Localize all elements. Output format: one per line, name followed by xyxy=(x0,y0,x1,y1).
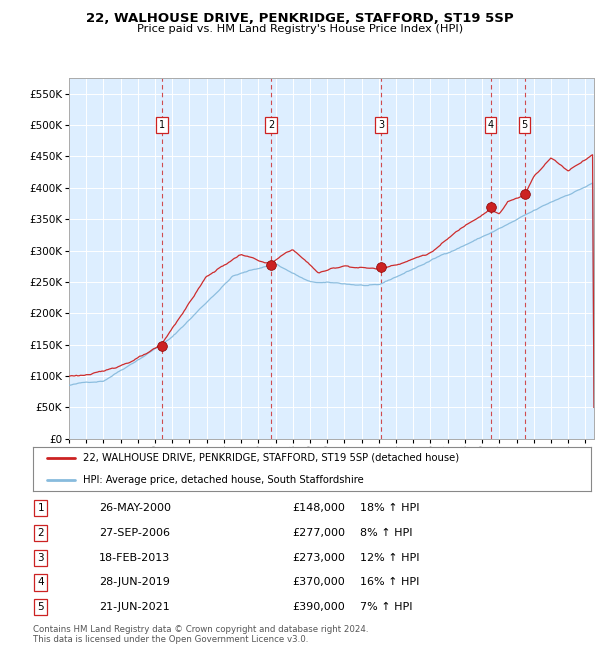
Text: £273,000: £273,000 xyxy=(292,552,345,563)
Text: 4: 4 xyxy=(487,120,494,130)
Text: £148,000: £148,000 xyxy=(292,503,345,514)
Text: This data is licensed under the Open Government Licence v3.0.: This data is licensed under the Open Gov… xyxy=(33,634,308,644)
Text: 3: 3 xyxy=(378,120,384,130)
Text: 4: 4 xyxy=(37,577,44,588)
Text: 21-JUN-2021: 21-JUN-2021 xyxy=(99,602,170,612)
Text: 22, WALHOUSE DRIVE, PENKRIDGE, STAFFORD, ST19 5SP (detached house): 22, WALHOUSE DRIVE, PENKRIDGE, STAFFORD,… xyxy=(83,452,460,463)
Text: 22, WALHOUSE DRIVE, PENKRIDGE, STAFFORD, ST19 5SP: 22, WALHOUSE DRIVE, PENKRIDGE, STAFFORD,… xyxy=(86,12,514,25)
Text: 16% ↑ HPI: 16% ↑ HPI xyxy=(360,577,419,588)
Text: 1: 1 xyxy=(37,503,44,514)
Text: 12% ↑ HPI: 12% ↑ HPI xyxy=(360,552,419,563)
Text: 2: 2 xyxy=(37,528,44,538)
Text: 5: 5 xyxy=(37,602,44,612)
Text: 26-MAY-2000: 26-MAY-2000 xyxy=(99,503,171,514)
Text: 18-FEB-2013: 18-FEB-2013 xyxy=(99,552,170,563)
Text: 7% ↑ HPI: 7% ↑ HPI xyxy=(360,602,413,612)
Text: 3: 3 xyxy=(37,552,44,563)
Text: 27-SEP-2006: 27-SEP-2006 xyxy=(99,528,170,538)
Text: 28-JUN-2019: 28-JUN-2019 xyxy=(99,577,170,588)
Text: 2: 2 xyxy=(268,120,274,130)
Text: £277,000: £277,000 xyxy=(292,528,345,538)
Text: 1: 1 xyxy=(159,120,165,130)
Text: £390,000: £390,000 xyxy=(292,602,345,612)
Text: 18% ↑ HPI: 18% ↑ HPI xyxy=(360,503,419,514)
Text: £370,000: £370,000 xyxy=(292,577,345,588)
Text: 8% ↑ HPI: 8% ↑ HPI xyxy=(360,528,413,538)
Text: Price paid vs. HM Land Registry's House Price Index (HPI): Price paid vs. HM Land Registry's House … xyxy=(137,24,463,34)
Text: 5: 5 xyxy=(521,120,528,130)
Text: HPI: Average price, detached house, South Staffordshire: HPI: Average price, detached house, Sout… xyxy=(83,474,364,485)
Text: Contains HM Land Registry data © Crown copyright and database right 2024.: Contains HM Land Registry data © Crown c… xyxy=(33,625,368,634)
